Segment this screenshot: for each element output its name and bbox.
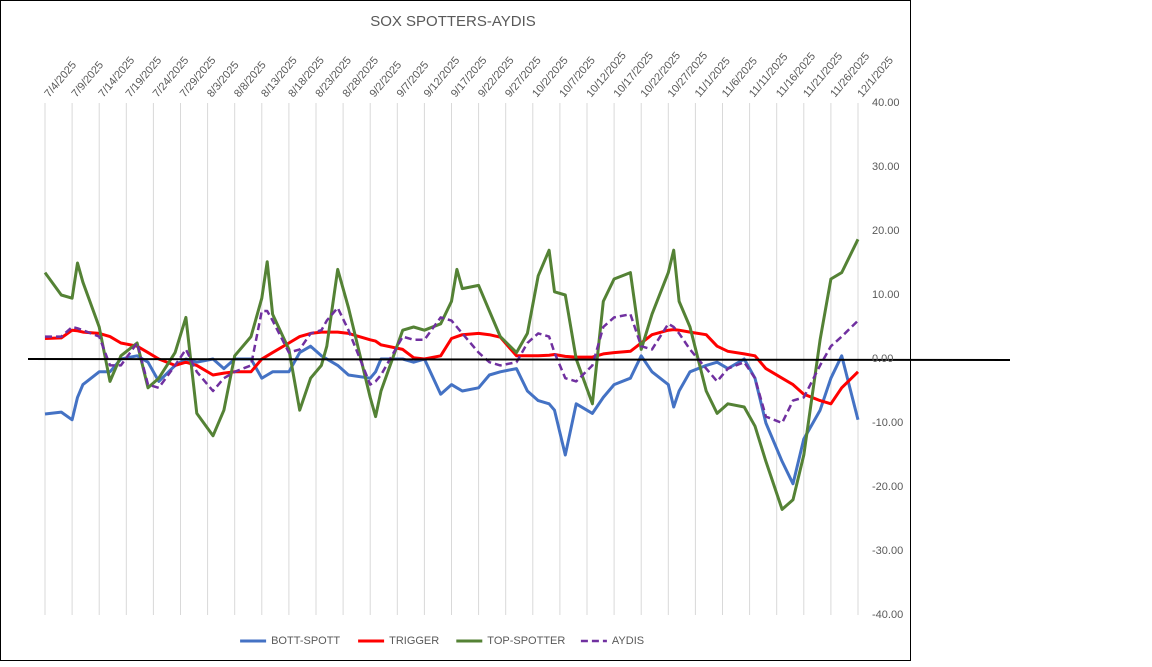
y-tick-label: -40.00 (872, 609, 903, 621)
y-tick-label: 30.00 (872, 161, 900, 173)
legend-label: TOP-SPOTTER (487, 635, 565, 647)
y-tick-label: 0.00 (872, 353, 893, 365)
legend-label: AYDIS (612, 635, 644, 647)
reference-line (27, 358, 1011, 361)
series-line (43, 238, 860, 511)
y-tick-label: -10.00 (872, 417, 903, 429)
y-tick-label: 40.00 (872, 97, 900, 109)
y-tick-label: 10.00 (872, 289, 900, 301)
y-tick-label: -20.00 (872, 481, 903, 493)
chart-title: SOX SPOTTERS-AYDIS (370, 13, 536, 30)
y-tick-label: 20.00 (872, 225, 900, 237)
y-tick-label: -30.00 (872, 545, 903, 557)
legend-label: BOTT-SPOTT (271, 635, 340, 647)
series-line (44, 344, 860, 486)
chart-frame (0, 0, 911, 661)
legend-label: TRIGGER (389, 635, 439, 647)
series-line (45, 306, 859, 425)
series-line (44, 328, 860, 406)
